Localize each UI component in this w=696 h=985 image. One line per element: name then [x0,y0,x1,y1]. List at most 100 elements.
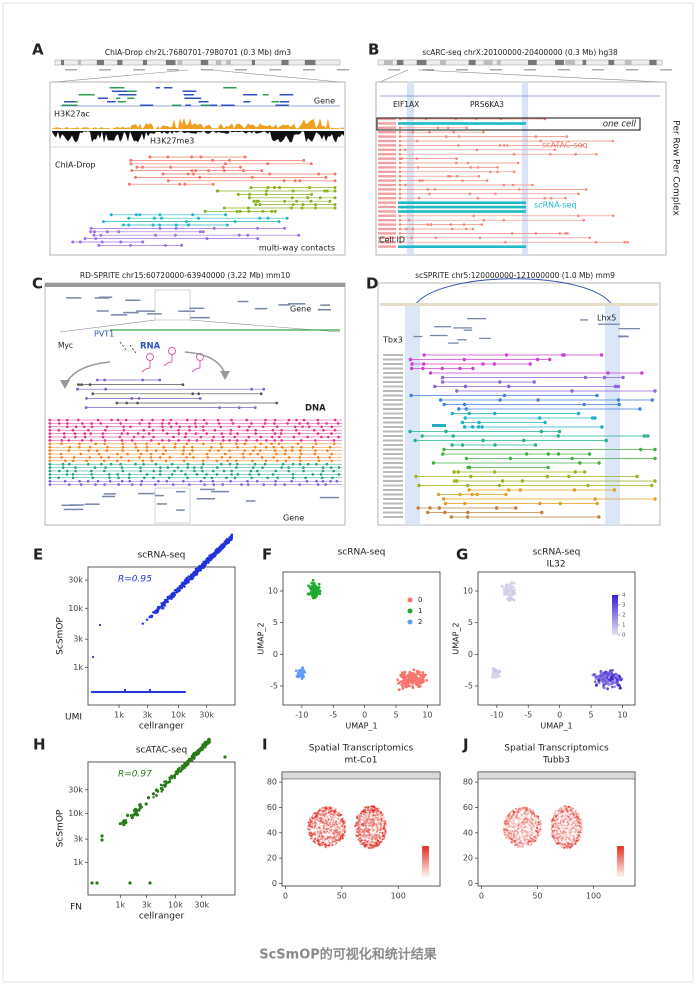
spot [383,834,385,836]
fragment [330,425,334,429]
fragment [201,230,205,234]
fragment [471,227,475,231]
fragment [154,233,158,237]
spot [363,808,366,811]
spot [382,828,384,830]
spot [371,825,374,828]
fragment [211,439,214,442]
spot [513,826,515,828]
x-tick-label: 10 [617,711,627,720]
spot [519,846,522,848]
fragment [48,466,52,469]
fragment [215,473,219,476]
spot [342,817,344,820]
point [180,690,183,694]
spot [311,837,314,840]
spot [379,831,381,834]
point [297,669,301,672]
fragment [186,462,190,466]
spot [365,812,368,815]
spot [327,821,329,824]
spot [526,821,529,823]
spot [361,819,364,822]
point [167,597,170,600]
spot [324,809,327,812]
spot [516,815,518,818]
y-tick-label: 0 [272,879,277,888]
spot [370,821,372,824]
x-tick-label: 3k [142,901,152,910]
spot [364,846,367,849]
spot [376,827,379,829]
fragment [449,515,454,519]
spot [320,832,323,834]
track-label: Cell ID [379,236,405,245]
spot [314,831,317,833]
ideogram-band [649,60,657,65]
spot [364,812,367,815]
spot [330,813,333,816]
spot [505,816,507,819]
spot [332,837,335,839]
spot [517,822,520,824]
spot [355,822,358,825]
spot [316,833,318,836]
colorbar-label: 4 [622,593,626,599]
spot [539,830,541,833]
spot [357,824,359,827]
spot [314,833,316,835]
spot [539,825,542,828]
spot [527,807,529,810]
spot [382,831,384,834]
fragment [408,357,413,362]
spot [509,830,511,833]
fragment [330,452,333,456]
fragment [280,439,283,442]
spot [360,834,362,837]
fragment [79,452,83,456]
spot [322,841,325,844]
point [228,536,232,540]
gene-feature [320,304,331,306]
spot [534,822,536,825]
point [217,547,220,550]
spot [517,817,519,819]
spot [373,823,376,826]
spot [368,840,370,842]
spot [383,825,385,828]
gene-feature [126,94,137,96]
zoom-box [154,487,191,524]
spot [319,813,322,815]
fragment [103,442,107,446]
point [162,690,166,694]
point [607,683,611,687]
spot [380,811,382,813]
fragment [194,418,197,422]
fragment [84,406,88,409]
ideogram-band [61,60,65,65]
fragment [61,466,65,469]
fragment [48,473,52,476]
spot [324,814,327,817]
gene-feature [123,90,137,92]
spot [530,817,533,819]
gene-feature [125,299,141,302]
fragment [324,175,328,179]
spot [360,840,362,843]
plot-frame [477,571,636,706]
spot [357,820,360,823]
spot [513,836,516,839]
spot [358,825,361,827]
spot [330,810,332,812]
gene-feature [200,104,211,106]
fragment [249,469,253,473]
spot [368,832,371,835]
track-label: Gene [290,305,311,314]
spot [523,823,526,825]
fragment [174,223,178,227]
x-axis-label: UMAP_1 [540,722,572,731]
spot [524,806,526,809]
spot [368,835,371,838]
spot [321,836,324,838]
spot [511,830,513,832]
